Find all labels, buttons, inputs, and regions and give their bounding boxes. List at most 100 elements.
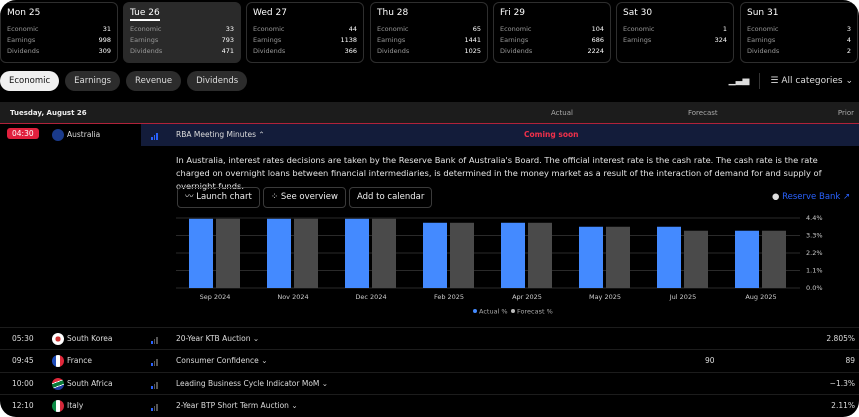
legend-dot	[473, 309, 477, 313]
day-stat: Economic 1	[623, 25, 727, 33]
x-tick-label: Apr 2025	[512, 293, 542, 301]
prior-value: 2.11%	[831, 401, 855, 411]
table-header: Tuesday, August 26 Actual Forecast Prior	[0, 102, 859, 124]
flag-icon	[52, 355, 64, 368]
day-stat: Dividends 2	[747, 47, 851, 55]
bar-forecast	[450, 222, 474, 288]
x-tick-label: May 2025	[589, 293, 621, 301]
country: South Africa	[67, 378, 113, 388]
day-card[interactable]: Tue 26 Economic 33 Earnings 793 Dividends 471	[123, 2, 241, 63]
day-card[interactable]: Sat 30 Economic 1 Earnings 324	[616, 2, 734, 63]
day-stat: Economic 3	[747, 25, 851, 33]
event-row[interactable]: 05:30 South Korea 20-Year KTB Auction ⌄ …	[0, 327, 859, 349]
bar-forecast	[762, 230, 786, 288]
grid-icon: ⁘	[271, 192, 279, 202]
y-tick-label: 1.1%	[806, 267, 823, 275]
day-card[interactable]: Thu 28 Economic 65 Earnings 1441 Dividends 102…	[370, 2, 488, 63]
forecast-header: Forecast	[688, 109, 718, 117]
chart-view-icon[interactable]: ▁▃▅	[728, 76, 750, 86]
x-tick-label: Feb 2025	[434, 293, 464, 301]
launch-chart-button[interactable]: 〰 Launch chart	[177, 187, 260, 208]
bar-forecast	[216, 218, 240, 288]
day-stat: Economic 65	[377, 25, 481, 33]
bar-forecast	[684, 230, 708, 288]
country: Australia	[67, 130, 101, 139]
day-card[interactable]: Mon 25 Economic 31 Earnings 998 Dividends 309	[0, 2, 118, 63]
importance-icon	[151, 335, 159, 344]
tab-dividends[interactable]: Dividends	[187, 71, 248, 91]
day-label: Mon 25	[7, 8, 41, 18]
day-stat: Dividends 366	[253, 47, 357, 55]
day-stat: Earnings 793	[130, 36, 234, 44]
tab-earnings[interactable]: Earnings	[65, 71, 121, 91]
importance-icon	[151, 131, 159, 140]
event-row[interactable]: 12:10 Italy 2-Year BTP Short Term Auctio…	[0, 394, 859, 416]
country: France	[67, 356, 92, 366]
event-description: In Australia, interest rates decisions a…	[176, 155, 822, 191]
event-row[interactable]: 09:45 France Consumer Confidence ⌄ 90 89	[0, 349, 859, 371]
day-label: Sat 30	[623, 8, 653, 18]
bar-actual	[579, 226, 603, 288]
bar-actual	[735, 230, 759, 288]
day-stat: Dividends 2224	[500, 47, 604, 55]
source-logo-icon: ●	[772, 192, 780, 202]
country: Italy	[67, 401, 84, 411]
day-stat: Earnings 324	[623, 36, 727, 44]
bar-forecast	[528, 222, 552, 288]
day-stat: Economic 44	[253, 25, 357, 33]
legend-dot	[511, 309, 515, 313]
flag-icon	[52, 377, 64, 390]
event-time: 09:45	[12, 356, 34, 366]
x-tick-label: Nov 2024	[277, 293, 308, 301]
prior-value: −1.3%	[829, 378, 855, 388]
day-label: Sun 31	[747, 8, 779, 18]
day-stat: Earnings 686	[500, 36, 604, 44]
x-tick-label: Aug 2025	[745, 293, 776, 301]
flag-icon	[52, 333, 64, 345]
legend-label: Forecast %	[517, 308, 553, 316]
prior-value: 2.805%	[826, 334, 855, 343]
day-stat: Dividends 471	[130, 47, 234, 55]
see-overview-button[interactable]: ⁘ See overview	[263, 187, 346, 208]
bar-actual	[501, 222, 525, 288]
category-filter[interactable]: ☰ All categories ⌄	[770, 76, 853, 86]
event-name[interactable]: Leading Business Cycle Indicator MoM ⌄	[176, 378, 329, 388]
x-tick-label: Sep 2024	[200, 293, 231, 301]
event-name[interactable]: Consumer Confidence ⌄	[176, 356, 268, 366]
reserve-bank-link[interactable]: ● Reserve Bank ↗	[772, 192, 851, 202]
chevron-down-icon: ⌄	[291, 401, 298, 411]
day-stat: Dividends 309	[7, 47, 111, 55]
add-to-calendar-button[interactable]: Add to calendar	[349, 187, 433, 208]
importance-icon	[151, 380, 159, 389]
event-time: 04:30	[7, 128, 39, 139]
day-label: Fri 29	[500, 8, 526, 18]
importance-icon	[151, 402, 159, 412]
bar-actual	[423, 222, 447, 288]
chevron-down-icon: ⌄	[252, 334, 260, 343]
event-row[interactable]: 10:00 South Africa Leading Business Cycl…	[0, 371, 859, 394]
event-name[interactable]: 20-Year KTB Auction ⌄	[176, 334, 260, 343]
chevron-down-icon: ⌄	[321, 378, 329, 388]
day-card[interactable]: Sun 31 Economic 3 Earnings 4 Dividends 2	[740, 2, 858, 63]
y-tick-label: 0.0%	[806, 284, 823, 292]
tab-revenue[interactable]: Revenue	[126, 71, 182, 91]
line-chart-icon: 〰	[185, 192, 194, 202]
event-row-expanded[interactable]: 04:30 Australia RBA Meeting Minutes ⌃ Co…	[0, 124, 859, 146]
day-label: Thu 28	[377, 8, 409, 18]
day-card[interactable]: Fri 29 Economic 104 Earnings 686 Dividends 222…	[493, 2, 611, 63]
day-stat: Earnings 4	[747, 36, 851, 44]
y-tick-label: 3.3%	[806, 232, 823, 240]
tab-economic[interactable]: Economic	[0, 71, 60, 91]
flag-australia-icon	[52, 129, 64, 141]
prior-header: Prior	[837, 109, 854, 117]
event-time: 10:00	[12, 378, 34, 388]
event-name[interactable]: RBA Meeting Minutes ⌃	[176, 130, 265, 139]
day-stat: Economic 104	[500, 25, 604, 33]
y-tick-label: 4.4%	[806, 214, 823, 222]
event-name[interactable]: 2-Year BTP Short Term Auction ⌄	[176, 401, 298, 411]
bar-actual	[345, 218, 369, 288]
flag-icon	[52, 400, 64, 413]
day-card[interactable]: Wed 27 Economic 44 Earnings 1138 Dividends 366	[246, 2, 364, 63]
